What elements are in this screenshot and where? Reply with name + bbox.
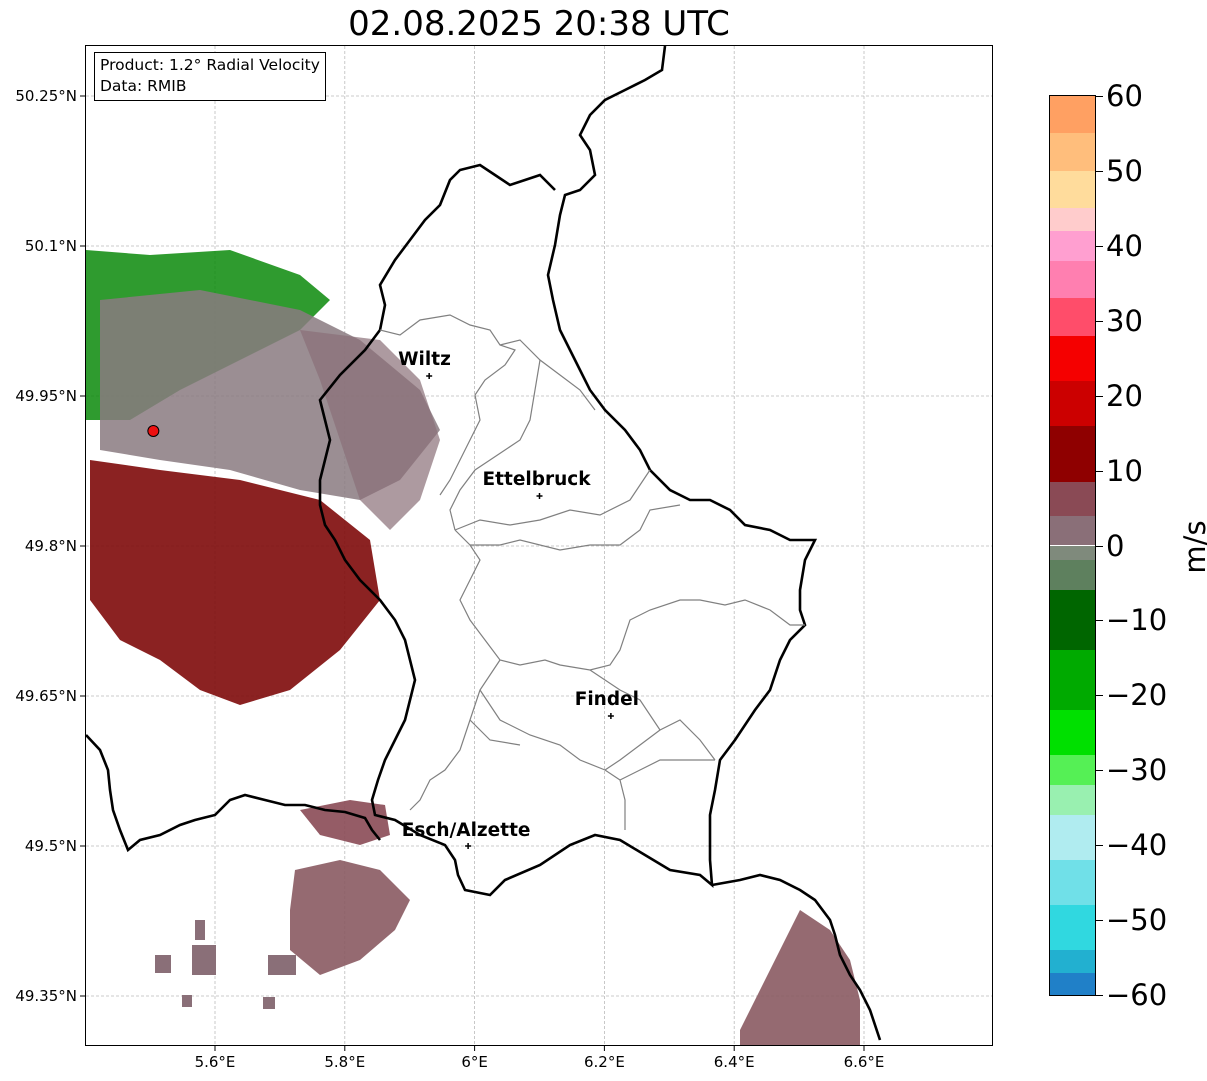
colorbar-band — [1050, 710, 1095, 756]
lat-tick-label: 49.95°N — [15, 387, 77, 405]
colorbar-tick — [1096, 245, 1103, 247]
colorbar-tick — [1096, 470, 1103, 472]
colorbar-band — [1050, 905, 1095, 951]
colorbar-tick — [1096, 170, 1103, 172]
colorbar-tick-label: 0 — [1106, 528, 1125, 563]
colorbar-tick-label: −10 — [1106, 603, 1168, 638]
colorbar-tick — [1096, 320, 1103, 322]
luxembourg-border — [318, 46, 818, 897]
colorbar-band — [1050, 170, 1095, 209]
colorbar-tick — [1096, 995, 1103, 996]
lat-tick-label: 49.5°N — [24, 837, 77, 855]
colorbar-band — [1050, 815, 1095, 861]
colorbar-tick — [1096, 620, 1103, 622]
colorbar-band — [1050, 650, 1095, 711]
colorbar-tick-label: 60 — [1106, 79, 1143, 113]
lon-tick-marks — [214, 1045, 865, 1051]
colorbar-tick-label: −40 — [1106, 828, 1168, 863]
colorbar-band — [1050, 785, 1095, 816]
colorbar-tick-label: 40 — [1106, 228, 1143, 263]
canton-lines — [379, 314, 805, 830]
colorbar-tick — [1096, 395, 1103, 397]
colorbar-tick — [1096, 695, 1103, 697]
lon-tick-label: 6.6°E — [843, 1053, 885, 1071]
colorbar-band — [1050, 950, 1095, 973]
lon-tick-label: 6.2°E — [583, 1053, 625, 1071]
colorbar-band — [1050, 515, 1095, 546]
colorbar-band — [1050, 133, 1095, 171]
colorbar-tick-label: −60 — [1106, 978, 1168, 1012]
colorbar-band — [1050, 208, 1095, 231]
lat-tick-label: 50.1°N — [24, 237, 77, 255]
colorbar-band — [1050, 545, 1095, 561]
city-marker — [607, 713, 614, 719]
colorbar-tick — [1096, 545, 1103, 547]
colorbar-tick-label: 30 — [1106, 303, 1143, 338]
echo-southeast — [740, 910, 860, 1045]
lat-tick-marks — [80, 95, 86, 997]
moselle-border — [711, 873, 882, 1041]
lon-tick-label: 6°E — [461, 1053, 488, 1071]
colorbar-band — [1050, 335, 1095, 381]
lon-tick-label: 5.6°E — [194, 1053, 236, 1071]
city-markers — [426, 373, 614, 849]
city-marker — [426, 373, 433, 379]
colorbar-tick-label: −20 — [1106, 678, 1168, 713]
city-marker — [465, 843, 472, 849]
colorbar-tick-label: −50 — [1106, 903, 1168, 938]
colorbar-band — [1050, 590, 1095, 651]
echo-south-cluster — [290, 860, 410, 975]
city-label: Findel — [574, 689, 639, 710]
echo-darkred-south — [90, 460, 380, 705]
colorbar-band — [1050, 860, 1095, 906]
echo-south-small — [300, 800, 390, 845]
city-label: Esch/Alzette — [401, 820, 531, 841]
info-box: Product: 1.2° Radial Velocity Data: RMIB — [94, 52, 326, 101]
info-data-source: Data: RMIB — [100, 77, 187, 95]
city-label: Ettelbruck — [482, 469, 591, 490]
radar-echoes — [86, 250, 860, 1045]
colorbar-tick-label: −30 — [1106, 753, 1168, 788]
colorbar-band — [1050, 260, 1095, 299]
map-title: 02.08.2025 20:38 UTC — [348, 4, 730, 44]
colorbar-band — [1050, 96, 1095, 134]
radar-site-marker — [147, 425, 160, 437]
city-label: Wiltz — [398, 349, 451, 370]
colorbar-unit: m/s — [1178, 520, 1207, 574]
colorbar-band — [1050, 298, 1095, 336]
colorbar-tick-label: 50 — [1106, 153, 1143, 188]
info-product: Product: 1.2° Radial Velocity — [100, 56, 320, 74]
colorbar-band — [1050, 481, 1095, 516]
colorbar-tick — [1096, 96, 1103, 97]
france-belgium-border — [86, 734, 382, 853]
colorbar-tick — [1096, 920, 1103, 922]
colorbar-band — [1050, 755, 1095, 786]
colorbar-band — [1050, 380, 1095, 426]
lon-tick-label: 5.8°E — [324, 1053, 366, 1071]
colorbar-band — [1050, 560, 1095, 591]
colorbar — [1049, 95, 1096, 996]
colorbar-tick-label: 20 — [1106, 378, 1143, 413]
lat-tick-label: 49.8°N — [24, 537, 77, 555]
colorbar-band — [1050, 425, 1095, 482]
lat-tick-label: 49.35°N — [15, 987, 77, 1005]
lat-tick-label: 49.65°N — [15, 687, 77, 705]
city-marker — [536, 493, 543, 499]
colorbar-band — [1050, 972, 1095, 995]
colorbar-band — [1050, 230, 1095, 261]
colorbar-tick-label: 10 — [1106, 453, 1143, 488]
lon-tick-label: 6.4°E — [713, 1053, 755, 1071]
colorbar-tick — [1096, 845, 1103, 847]
lat-tick-label: 50.25°N — [15, 87, 77, 105]
colorbar-tick — [1096, 770, 1103, 772]
